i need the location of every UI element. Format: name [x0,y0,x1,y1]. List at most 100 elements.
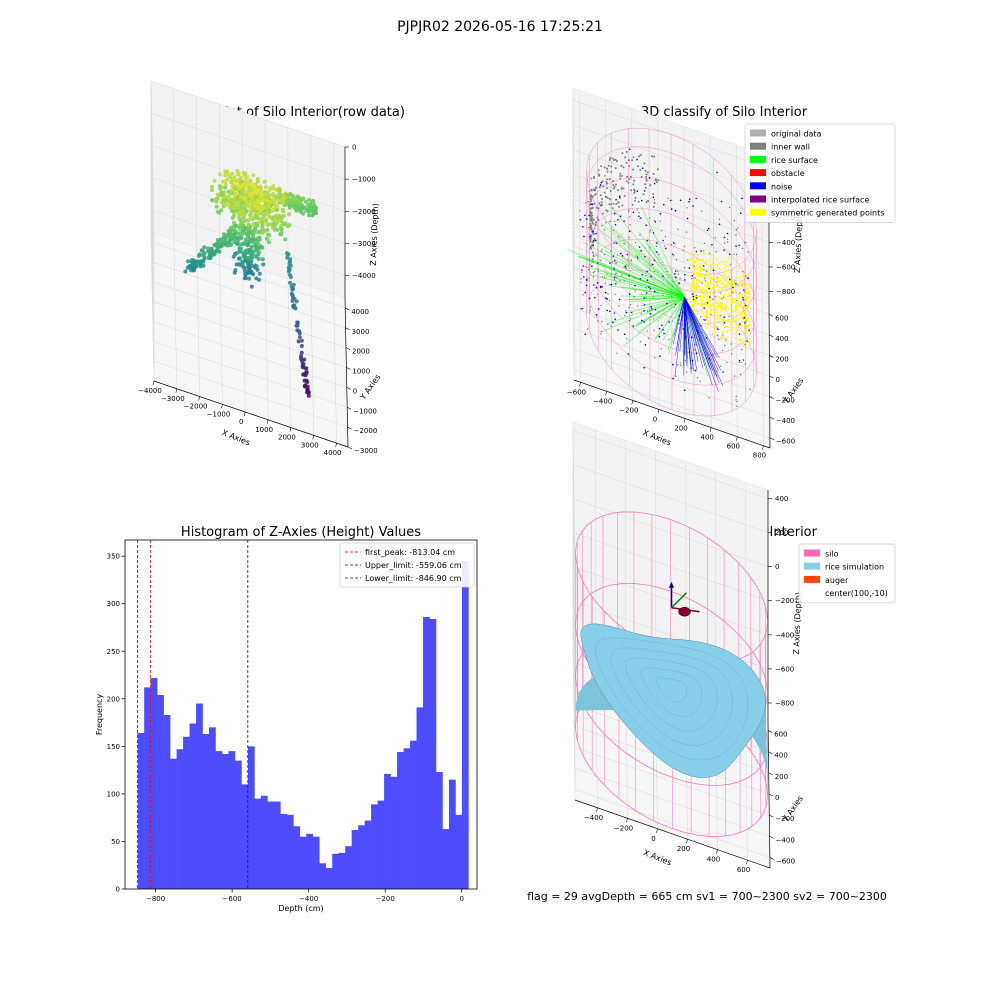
classified-point [711,254,713,257]
classified-point [709,311,712,314]
classified-point [746,301,749,304]
classified-point [629,317,631,320]
classified-point [738,361,740,364]
raw-data-point [243,275,248,280]
y-tick [346,387,351,390]
classified-point [726,276,729,279]
y-tick-label: −200 [775,815,794,823]
x-tick-label: 600 [737,866,750,874]
classified-point [719,310,722,313]
classified-point [743,316,746,319]
classified-point [715,318,718,320]
classified-point [738,284,741,287]
raw-data-point [227,195,232,200]
grid-line [573,328,770,397]
classified-point [706,320,709,323]
rice-surface-ray [620,295,685,298]
raw-data-point [281,201,285,206]
y-tick-label: 0 [775,794,779,802]
classified-point [604,282,606,284]
classified-point [649,229,652,231]
raw-data-point [185,265,190,270]
raw-data-point [214,204,219,209]
classified-point [610,220,612,222]
x-tick-label: −600 [223,895,242,903]
raw-data-point [286,199,291,204]
classified-point [720,300,723,303]
classified-point [738,244,740,247]
classified-point [736,326,739,329]
classified-point [720,200,723,203]
classified-point [732,281,735,284]
raw-data-point [270,217,275,221]
classified-point [601,224,603,227]
classified-point [713,278,716,281]
classified-point [744,275,747,277]
x-tick [244,411,246,417]
classified-point [740,324,743,327]
classified-point [738,293,741,296]
classified-point [628,306,630,309]
classified-point [722,318,725,321]
classified-point [639,341,642,343]
classified-point [744,291,746,293]
classified-point [665,247,667,250]
raw-data-point [295,200,299,204]
panel-raw-data-3d: 3D Plot of Silo Interior(row data) −4000… [138,80,405,457]
classified-point [649,184,652,187]
classified-point [718,267,721,270]
classified-point [738,342,741,344]
noise-ray [672,297,685,345]
raw-data-point [287,272,292,277]
classified-point [615,262,617,264]
x-tick-label: −400 [584,814,603,822]
raw-data-point [296,339,301,344]
classified-point [643,162,646,165]
classified-point [735,276,738,279]
rice-mesh-line [610,647,733,746]
classified-point [726,232,729,235]
classified-point [702,250,705,252]
classified-point [606,309,608,312]
classified-point [653,259,656,262]
raw-data-point [237,227,242,232]
classified-point [702,295,704,298]
classified-point [601,320,603,323]
legend-entry: original data [771,130,822,139]
y-tick [769,416,774,420]
classified-point [605,297,607,300]
classified-point [615,272,618,275]
classified-point [690,288,693,290]
classified-point [607,323,609,326]
status-footer: flag = 29 avgDepth = 665 cm sv1 = 700~23… [527,890,887,903]
raw-data-point [244,248,249,253]
classified-point [651,308,653,310]
classified-point [579,218,582,221]
panel-classify-3d: 3D classify of Silo Interior −600 −400 −20… [567,87,896,460]
histogram-bar [351,830,359,889]
classified-point [629,224,631,226]
classified-points [568,148,751,407]
classified-point [707,323,710,326]
classified-point [744,304,747,307]
classified-point [713,329,716,332]
raw-data-point [200,252,205,257]
y-tick-label: −600 [776,438,795,446]
classified-point [620,252,622,255]
classified-point [658,253,660,256]
classified-point [589,239,592,241]
legend-entry: rice surface [771,156,818,165]
classified-point [659,355,661,357]
grid-line [287,278,292,428]
classified-point [705,280,708,283]
classified-point [664,235,667,238]
raw-data-point [277,188,282,193]
classified-point [684,314,686,316]
x-tick [335,443,337,448]
classified-point [674,303,677,306]
y-tick [768,793,774,797]
classified-point [645,178,648,181]
classified-point [688,351,691,353]
classified-point [713,321,716,324]
classified-point [736,401,738,403]
